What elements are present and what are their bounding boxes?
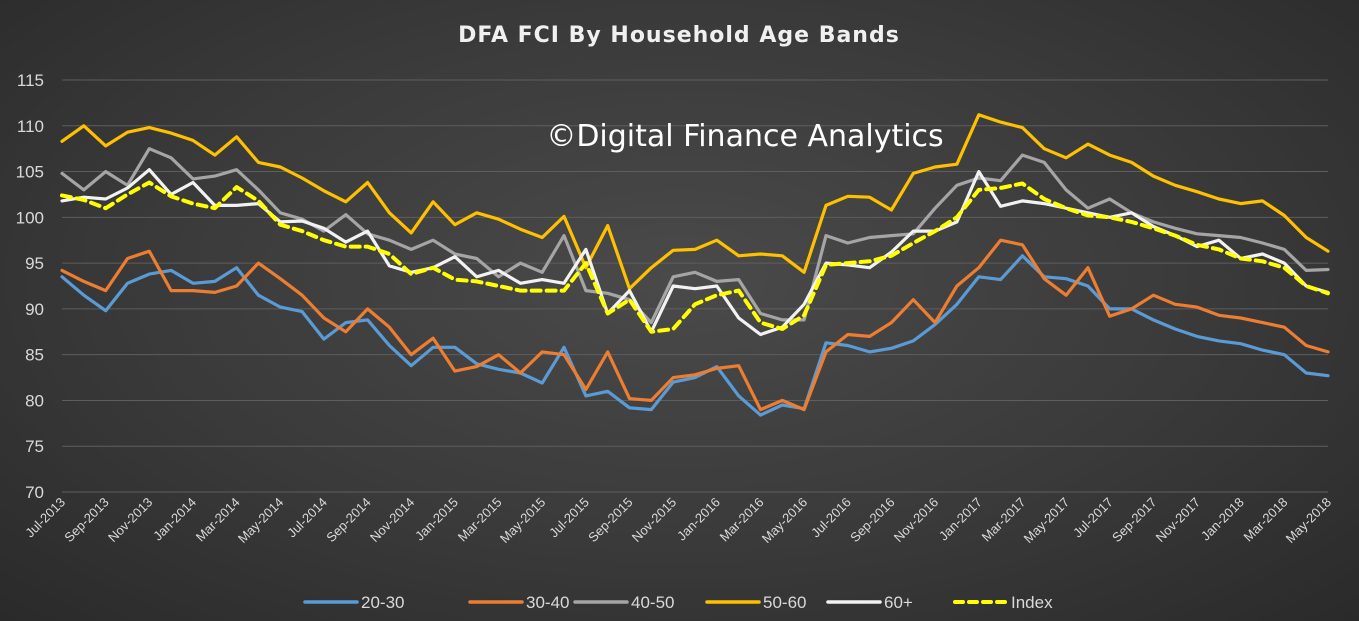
x-tick-label: Sep-2013 bbox=[61, 495, 111, 545]
x-tick-label: May-2016 bbox=[759, 495, 810, 546]
x-tick-label: Sep-2014 bbox=[323, 495, 373, 545]
y-tick-label: 90 bbox=[25, 300, 44, 319]
x-tick-label: May-2017 bbox=[1021, 495, 1072, 546]
legend: 20-30 30-40 40-50 50-60 60+ Index bbox=[303, 593, 1053, 612]
x-axis-ticks: Jul-2013Sep-2013Nov-2013Jan-2014Mar-2014… bbox=[22, 495, 1334, 546]
y-tick-label: 85 bbox=[25, 346, 44, 365]
series-line-Index bbox=[60, 180, 1330, 334]
y-tick-label: 80 bbox=[25, 391, 44, 410]
x-tick-label: Jan-2018 bbox=[1198, 495, 1247, 544]
x-tick-label: Jan-2016 bbox=[674, 495, 723, 544]
legend-label-30-40: 30-40 bbox=[526, 593, 569, 612]
y-tick-label: 110 bbox=[17, 117, 44, 136]
legend-label-20-30: 20-30 bbox=[361, 593, 404, 612]
x-tick-label: Jan-2014 bbox=[150, 495, 199, 544]
y-axis-ticks: 70 75 80 85 90 95 100 105 110 115 bbox=[16, 71, 44, 502]
y-tick-label: 105 bbox=[16, 163, 44, 182]
x-tick-label: Jan-2017 bbox=[936, 495, 985, 544]
x-tick-label: Sep-2017 bbox=[1109, 495, 1159, 545]
x-tick-label: Nov-2015 bbox=[629, 495, 679, 545]
chart-title: DFA FCI By Household Age Bands bbox=[458, 23, 900, 48]
x-tick-label: Nov-2016 bbox=[891, 495, 941, 545]
series-line-20-30 bbox=[60, 254, 1330, 417]
x-tick-label: Nov-2014 bbox=[367, 495, 417, 545]
series-line-40-50 bbox=[60, 147, 1330, 325]
y-tick-label: 100 bbox=[16, 208, 44, 227]
x-tick-label: Sep-2015 bbox=[585, 495, 635, 545]
series-line-50-60 bbox=[60, 113, 1330, 291]
x-tick-label: Sep-2016 bbox=[847, 495, 897, 545]
series-line-30-40 bbox=[60, 238, 1330, 412]
legend-label-Index: Index bbox=[1011, 593, 1053, 612]
series-layer bbox=[60, 113, 1330, 417]
x-tick-label: Jan-2015 bbox=[412, 495, 461, 544]
y-tick-label: 115 bbox=[17, 71, 44, 90]
y-tick-label: 70 bbox=[25, 483, 44, 502]
legend-label-60+: 60+ bbox=[884, 593, 913, 612]
watermark: ©Digital Finance Analytics bbox=[546, 119, 943, 154]
legend-label-50-60: 50-60 bbox=[763, 593, 806, 612]
x-tick-label: Nov-2013 bbox=[105, 495, 155, 545]
y-tick-label: 95 bbox=[25, 254, 44, 273]
legend-label-40-50: 40-50 bbox=[631, 593, 674, 612]
x-tick-label: May-2018 bbox=[1283, 495, 1334, 546]
x-tick-label: May-2014 bbox=[235, 495, 286, 546]
y-tick-label: 75 bbox=[25, 437, 44, 456]
x-tick-label: Nov-2017 bbox=[1153, 495, 1203, 545]
x-tick-label: May-2015 bbox=[497, 495, 548, 546]
